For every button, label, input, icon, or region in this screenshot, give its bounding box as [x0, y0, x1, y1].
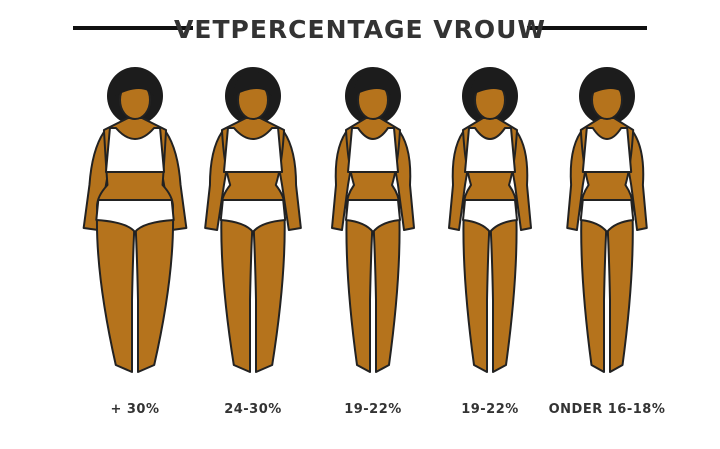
leg — [95, 204, 136, 373]
leg — [134, 204, 175, 373]
figure-label: 19-22% — [461, 402, 519, 417]
leg — [252, 204, 286, 373]
leg — [580, 204, 608, 373]
figure: 24-30% — [204, 67, 302, 417]
figure: 19-22% — [331, 67, 415, 417]
leg — [372, 204, 401, 373]
hair-top — [115, 72, 155, 96]
briefs — [462, 199, 518, 233]
hair-top — [587, 72, 627, 96]
hair-top — [233, 72, 273, 96]
leg — [606, 204, 634, 373]
hair-top — [353, 72, 393, 96]
figure-label: 19-22% — [344, 402, 402, 417]
figure: ONDER 16-18% — [549, 67, 666, 417]
top — [464, 127, 516, 173]
hair-top — [470, 72, 510, 96]
leg — [220, 204, 254, 373]
leg — [345, 204, 374, 373]
briefs — [219, 199, 287, 233]
figure: 19-22% — [448, 67, 532, 417]
figure-label: ONDER 16-18% — [549, 402, 666, 417]
figures: + 30% 24-30% 19-22% 19-22% ONDER 16-18% — [82, 67, 666, 417]
figure-label: 24-30% — [224, 402, 282, 417]
figure-label: + 30% — [110, 402, 159, 417]
top — [347, 127, 399, 173]
top — [581, 127, 633, 173]
leg — [489, 204, 518, 373]
leg — [462, 204, 491, 373]
figure: + 30% — [82, 67, 188, 417]
briefs — [95, 199, 175, 233]
briefs — [345, 199, 401, 233]
briefs — [579, 199, 635, 233]
title: VETPERCENTAGE VROUW — [174, 15, 546, 44]
top — [104, 127, 166, 173]
top — [222, 127, 284, 173]
